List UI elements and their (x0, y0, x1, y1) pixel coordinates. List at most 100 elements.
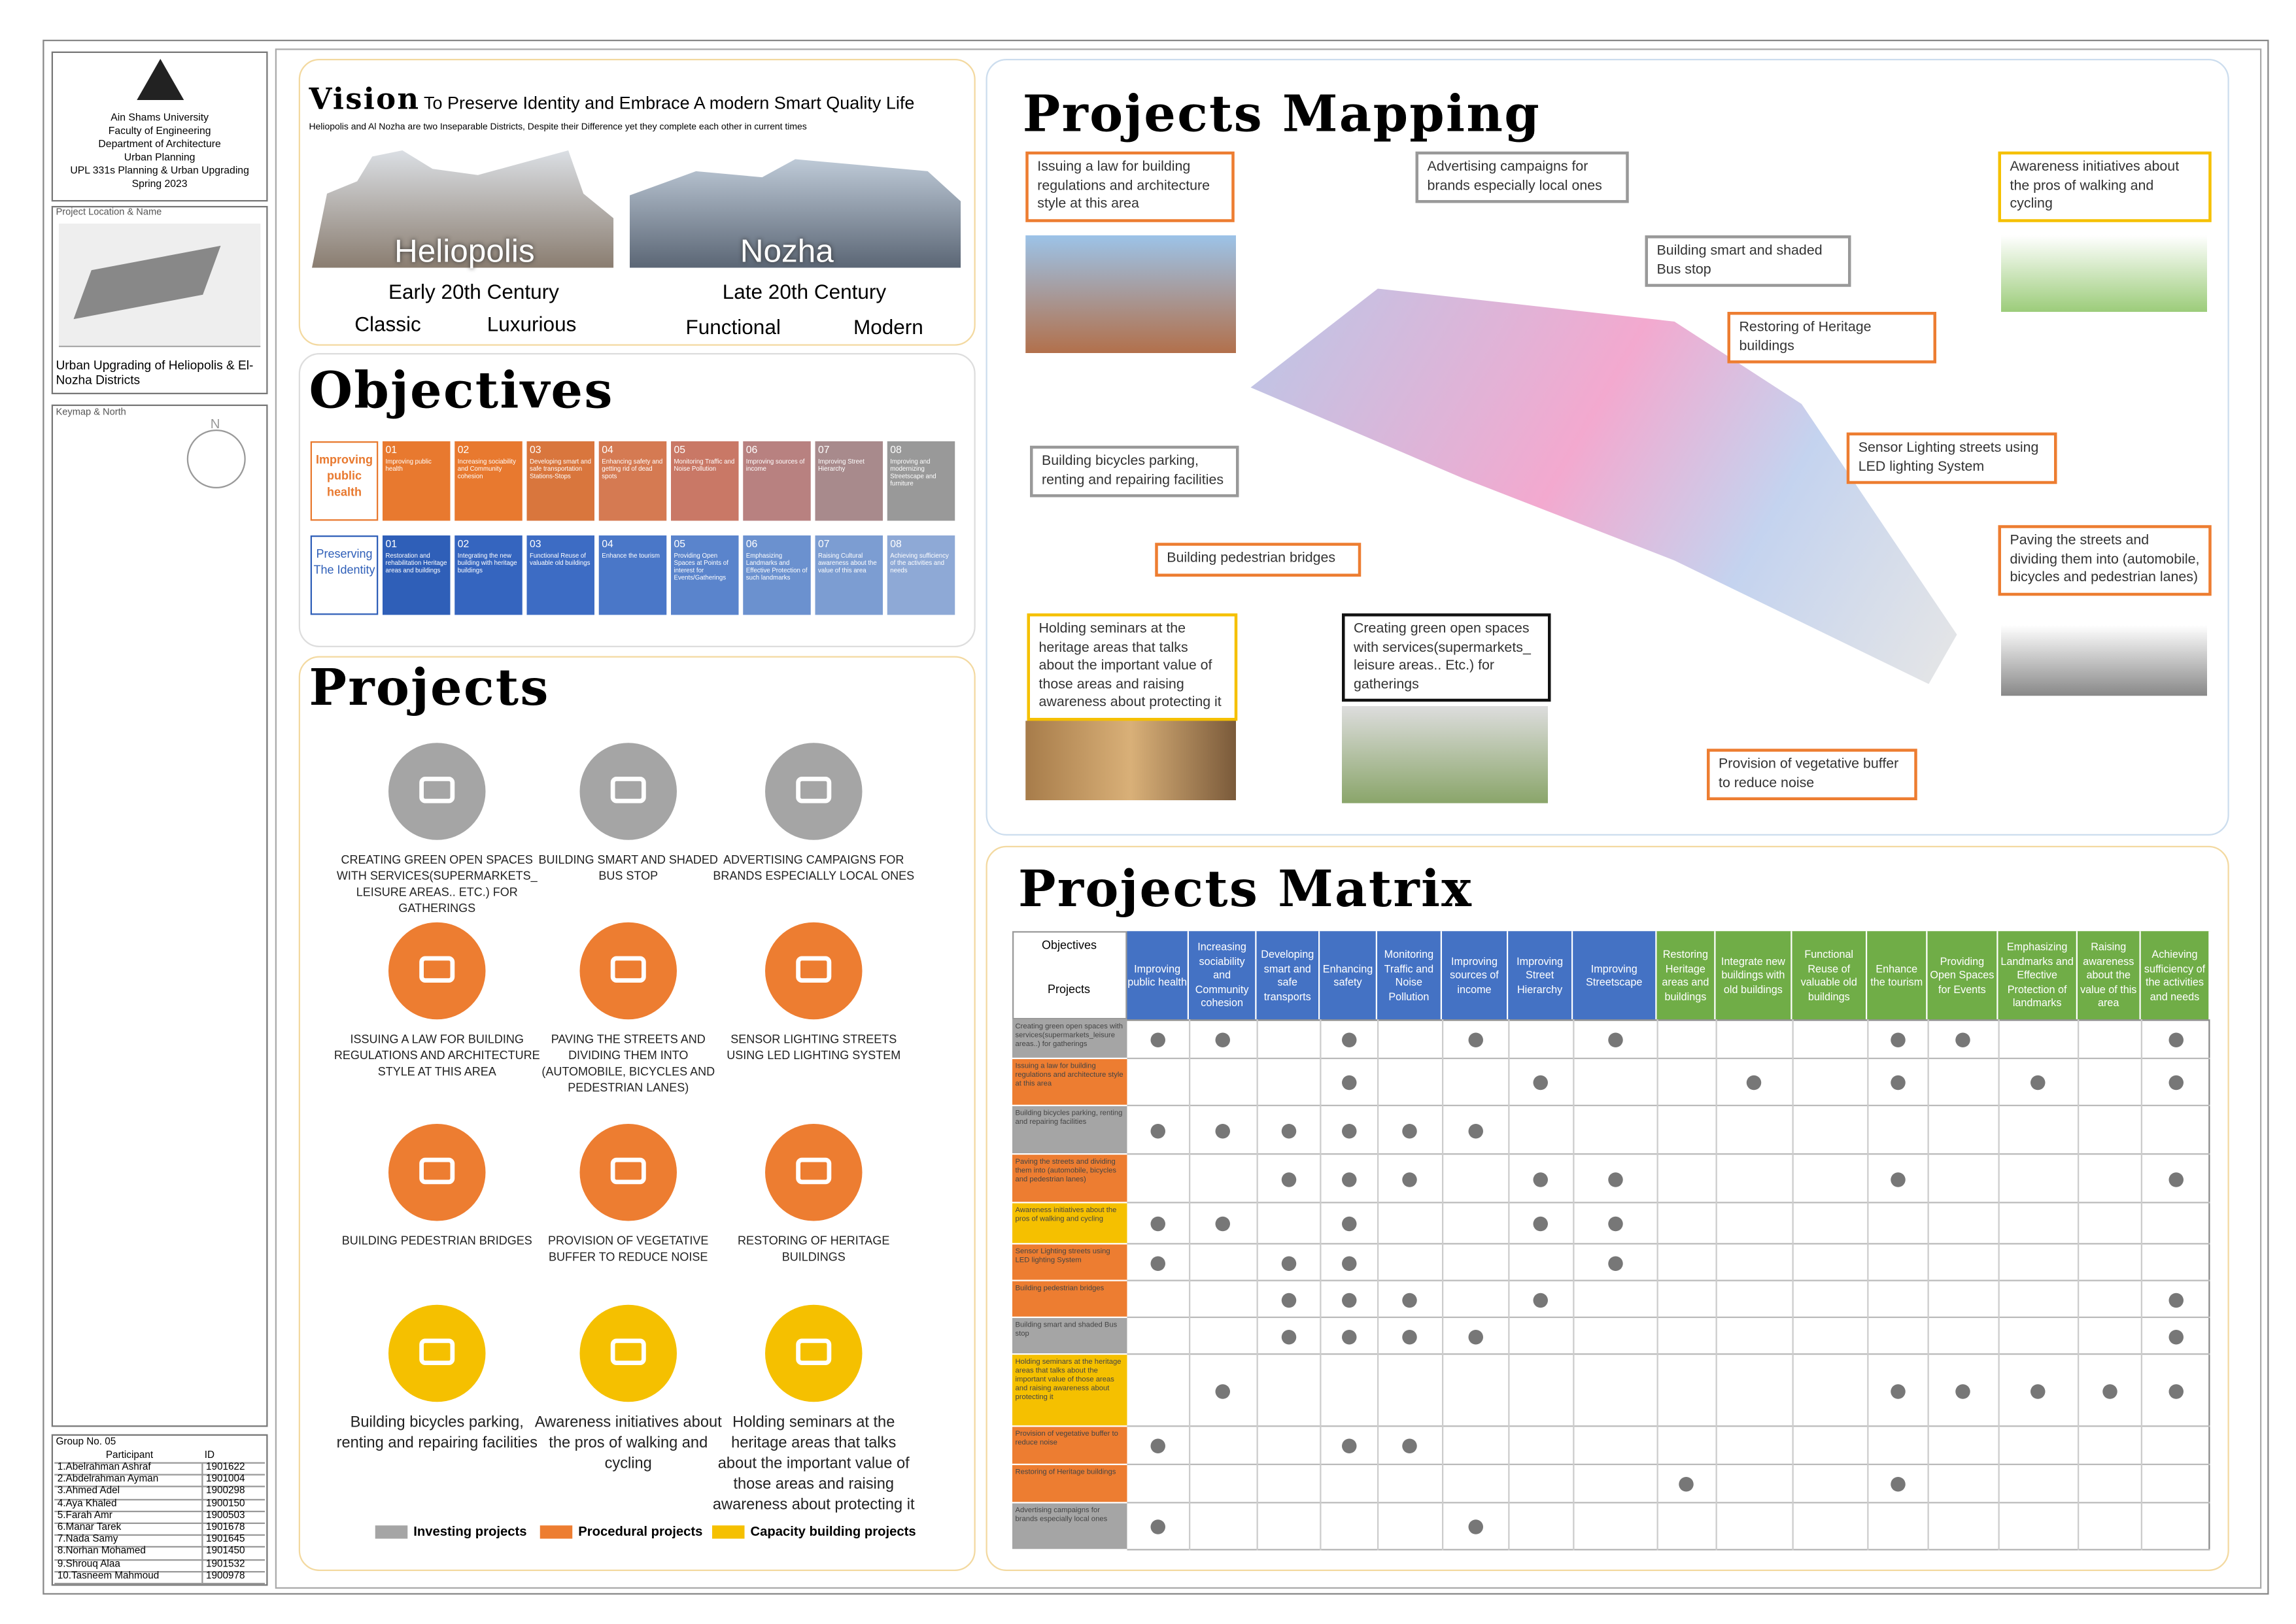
matrix-column: Integrate new buildings with old buildin… (1715, 931, 1792, 1020)
icon-glyph (610, 1338, 646, 1365)
matrix-dot (2168, 1328, 2183, 1344)
matrix-column: Enhancing safety (1320, 931, 1377, 1020)
map-callout: Building pedestrian bridges (1155, 543, 1362, 576)
icon-glyph (796, 956, 832, 983)
matrix-row-label: Restoring of Heritage buildings (1012, 1465, 1127, 1504)
matrix-dot (1533, 1172, 1548, 1187)
icon-glyph (796, 1338, 832, 1365)
objective-number: 03 (530, 539, 541, 550)
project-label: ISSUING A LAW FOR BUILDING REGULATIONS A… (334, 1032, 540, 1079)
matrix-dot (1341, 1438, 1356, 1453)
column-line (1715, 1019, 1717, 1551)
legend-label: Capacity building projects (750, 1524, 916, 1539)
era: Early 20th Century (388, 279, 559, 303)
row-line (1127, 1281, 2210, 1318)
matrix-row-label: Awareness initiatives about the pros of … (1012, 1203, 1127, 1245)
matrix-dot (1341, 1032, 1356, 1047)
objective-text: Improving Street Hierarchy (818, 457, 865, 473)
row-line (1127, 1504, 2210, 1551)
matrix-column: Functional Reuse of valuable old buildin… (1792, 931, 1868, 1020)
vision-subtitle: Heliopolis and Al Nozha are two Insepara… (309, 122, 807, 133)
matrix-dot (1402, 1438, 1417, 1453)
objective-cell: 05 Providing Open Spaces at Points of int… (671, 535, 739, 615)
objective-number: 02 (457, 445, 470, 456)
project-label: Awareness initiatives about the pros of … (534, 1413, 722, 1473)
objective-number: 04 (602, 539, 613, 550)
column-line (1792, 1019, 1794, 1551)
matrix-dot (1341, 1216, 1356, 1232)
matrix-dot (1890, 1172, 1905, 1187)
matrix-dot (1341, 1172, 1356, 1187)
icon-glyph (610, 1157, 646, 1185)
matrix-dot (1955, 1032, 1970, 1047)
objective-cell: 04 Enhancing safety and getting rid of de… (598, 441, 667, 521)
objective-text: Improving sources of income (745, 457, 805, 473)
column-line (1320, 1019, 1322, 1551)
map-callout: Restoring of Heritage buildings (1727, 312, 1936, 364)
objective-text: Restoration and rehabilitation Heritage … (385, 551, 447, 574)
objective-text: Emphasizing Landmarks and Effective Prot… (745, 551, 808, 581)
objective-text: Achieving sufficiency of the activities … (890, 551, 949, 574)
row-line (1127, 1427, 2210, 1465)
matrix-row-label: Advertising campaigns for brands especia… (1012, 1503, 1127, 1551)
column-line (1442, 1019, 1444, 1551)
icon-glyph (796, 1157, 832, 1185)
matrix-dot (1280, 1328, 1296, 1344)
matrix-dot (1955, 1383, 1970, 1398)
sidebar-box (51, 51, 268, 202)
university-line: Department of Architecture (98, 139, 221, 150)
map-callout: Holding seminars at the heritage areas t… (1027, 613, 1238, 720)
project-icon (579, 1304, 677, 1402)
project-label: BUILDING PEDESTRIAN BRIDGES (341, 1234, 532, 1247)
column-line (1656, 1019, 1658, 1551)
map-callout: Building smart and shaded Bus stop (1645, 235, 1851, 287)
objective-number: 01 (385, 445, 398, 456)
matrix-dot (1341, 1123, 1356, 1138)
legend-swatch (375, 1525, 408, 1539)
objective-cell: 02 Integrating the new building with heri… (454, 535, 523, 615)
photo (2001, 625, 2207, 696)
matrix-dot (1341, 1255, 1356, 1270)
objective-cell: 06 Emphasizing Landmarks and Effective Pr… (743, 535, 811, 615)
project-icon (388, 922, 486, 1020)
matrix-dot (2030, 1383, 2046, 1398)
matrix-dot (1890, 1032, 1905, 1047)
mapping-title: Projects Mapping (1022, 85, 1541, 144)
matrix-dot (1533, 1075, 1548, 1091)
participant-id: 1900150 (201, 1498, 265, 1512)
objective-number: 01 (385, 539, 398, 550)
matrix-dot (1533, 1216, 1548, 1232)
objective-number: 07 (818, 539, 830, 550)
matrix-dot (1150, 1123, 1165, 1138)
objective-cell: 06 Improving sources of income (743, 441, 811, 521)
university-line: UPL 331s Planning & Urban Upgrading (70, 166, 249, 177)
participant-id: 1900503 (201, 1510, 265, 1524)
objective-text: Improving public health (385, 457, 432, 473)
matrix-dot (1402, 1292, 1417, 1308)
matrix-dot (1150, 1216, 1165, 1232)
icon-glyph (419, 1338, 455, 1365)
participant-id: 1901645 (201, 1534, 265, 1548)
matrix-dot (2168, 1383, 2183, 1398)
project-icon (388, 1124, 486, 1221)
matrix-dot (1215, 1032, 1230, 1047)
matrix-dot (1215, 1123, 1230, 1138)
matrix-dot (1402, 1328, 1417, 1344)
matrix-dot (1215, 1383, 1230, 1398)
objective-text: Monitoring Traffic and Noise Pollution (674, 457, 735, 473)
map-callout: Advertising campaigns for brands especia… (1415, 151, 1629, 203)
participant-name: 10.Tasneem Mahmoud (54, 1571, 202, 1585)
participant-name: 5.Farah Amr (54, 1510, 202, 1524)
matrix-dot (1150, 1519, 1165, 1534)
legend-swatch (540, 1525, 573, 1539)
group-label: Group No. 05 (56, 1437, 116, 1447)
objective-number: 05 (674, 445, 686, 456)
matrix-column: Monitoring Traffic and Noise Pollution (1377, 931, 1442, 1020)
objective-text: Raising Cultural awareness about the val… (818, 551, 877, 574)
map-callout: Creating green open spaces with services… (1342, 613, 1551, 702)
frame (43, 39, 2269, 1595)
objective-cell: 01 Restoration and rehabilitation Heritag… (383, 535, 451, 615)
trait: Classic (354, 312, 421, 335)
matrix-dot (1280, 1172, 1296, 1187)
matrix-dot (1150, 1438, 1165, 1453)
